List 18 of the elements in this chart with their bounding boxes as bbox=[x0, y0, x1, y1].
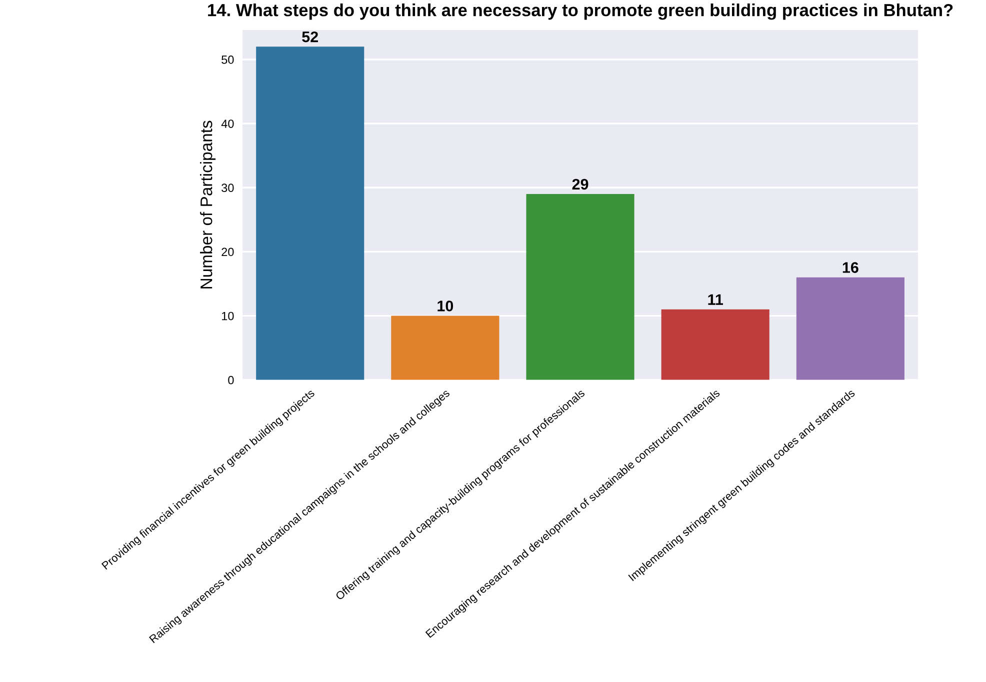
y-tick-label: 20 bbox=[222, 248, 234, 256]
y-tick-label: 50 bbox=[222, 56, 234, 64]
bar bbox=[526, 194, 634, 380]
y-tick-label: 40 bbox=[221, 120, 234, 128]
y-tick-label: 30 bbox=[222, 184, 234, 192]
data-label: 11 bbox=[708, 294, 723, 305]
y-axis-title: Number of Participants bbox=[200, 120, 216, 288]
y-tick-label: 0 bbox=[228, 376, 234, 384]
bar bbox=[796, 277, 904, 380]
data-label: 10 bbox=[438, 300, 454, 312]
bar bbox=[391, 316, 500, 380]
y-tick-label: 10 bbox=[222, 312, 234, 320]
data-label: 16 bbox=[842, 262, 858, 273]
bar bbox=[256, 46, 364, 380]
data-label: 29 bbox=[572, 178, 588, 190]
bar bbox=[661, 309, 770, 380]
data-label: 52 bbox=[302, 31, 318, 42]
chart-title: 14. What steps do you think are necessary to promote green building practices in Bhutan? bbox=[208, 4, 953, 20]
